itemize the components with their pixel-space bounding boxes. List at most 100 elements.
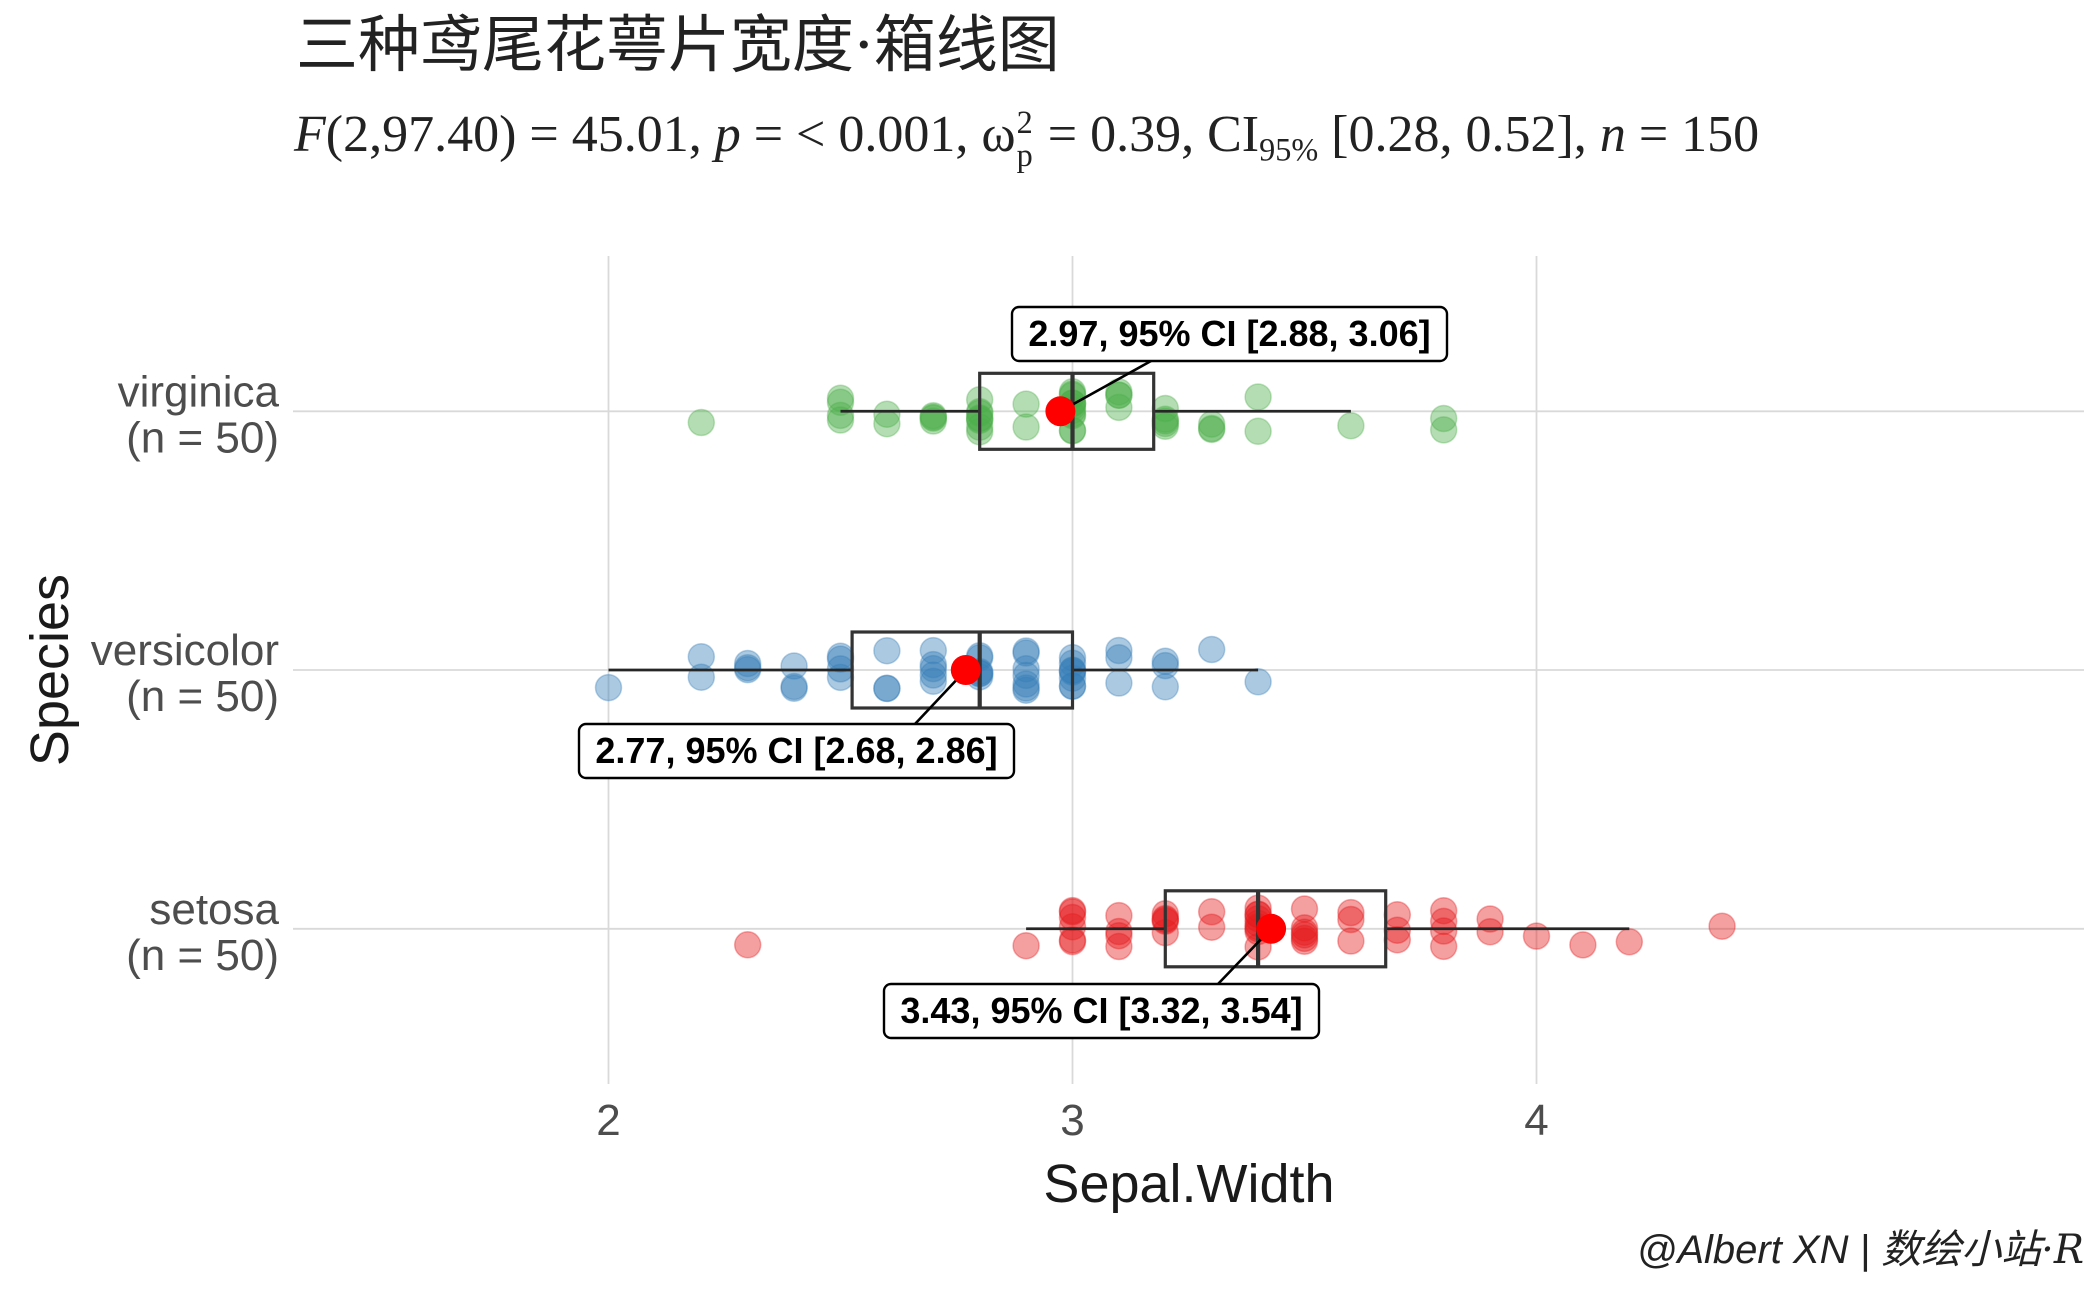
versicolor-point xyxy=(1105,643,1133,672)
setosa-point xyxy=(1569,931,1597,959)
virginica-point xyxy=(1012,390,1040,418)
chart-title: 三种鸢尾花萼片宽度·箱线图 xyxy=(296,8,1060,81)
versicolor-point xyxy=(1151,651,1180,680)
p-symbol: p xyxy=(714,106,741,163)
versicolor-point xyxy=(1012,639,1040,667)
setosa-point xyxy=(1429,917,1458,945)
virginica-point xyxy=(1429,416,1458,444)
setosa-box xyxy=(1163,889,1388,969)
effect-subscript: p xyxy=(1016,136,1033,173)
virginica-point xyxy=(826,388,855,417)
versicolor-point xyxy=(733,653,762,682)
stat-symbol: F xyxy=(294,106,326,163)
setosa-point xyxy=(1522,922,1551,950)
virginica-point xyxy=(873,400,901,428)
setosa-point xyxy=(1197,913,1226,941)
n-symbol: n xyxy=(1599,106,1626,163)
setosa-point xyxy=(1476,905,1504,933)
mean-label-text: 2.97, 95% CI [2.88, 3.06] xyxy=(1028,313,1430,354)
versicolor-point xyxy=(1012,676,1040,704)
virginica-point xyxy=(1244,383,1272,411)
setosa-point xyxy=(1429,932,1458,961)
effect-value: = 0.39, xyxy=(1034,106,1208,163)
setosa-point xyxy=(1383,901,1412,929)
y-category-label: virginica xyxy=(118,367,280,416)
setosa-point xyxy=(1290,914,1319,942)
setosa-point xyxy=(1337,898,1365,927)
versicolor-mean-point xyxy=(950,655,981,685)
mean-label-box xyxy=(1010,305,1449,363)
setosa-point xyxy=(1337,905,1365,934)
setosa-point xyxy=(1429,896,1458,925)
versicolor-point xyxy=(1151,647,1180,676)
virginica-point xyxy=(1244,417,1272,446)
mean-label-box xyxy=(882,982,1321,1040)
virginica-point xyxy=(1105,381,1133,409)
setosa-point xyxy=(1058,896,1087,925)
versicolor-point xyxy=(1012,661,1040,690)
versicolor-point xyxy=(1012,670,1040,698)
virginica-point xyxy=(826,401,855,430)
virginica-mean-label-connector xyxy=(1059,359,1152,413)
setosa-point xyxy=(733,931,762,959)
effect-symbol: ω xyxy=(981,106,1016,163)
versicolor-point xyxy=(919,636,948,665)
mean-label-text: 3.43, 95% CI [3.32, 3.54] xyxy=(900,990,1302,1031)
ci-level: 95% xyxy=(1259,131,1319,168)
mean-label-box xyxy=(577,722,1016,780)
setosa-point xyxy=(1383,926,1412,954)
setosa-point xyxy=(1290,927,1319,956)
mean-labels: 2.97, 95% CI [2.88, 3.06] 2.77, 95% CI [2… xyxy=(577,305,1449,1040)
virginica-mean-label: 2.97, 95% CI [2.88, 3.06] xyxy=(1010,305,1449,363)
setosa-point xyxy=(1058,913,1087,941)
virginica-point xyxy=(1337,411,1365,440)
setosa-point xyxy=(1290,895,1319,923)
x-axis-title: Sepal.Width xyxy=(1043,1154,1334,1214)
versicolor-point xyxy=(1012,654,1040,683)
caption-site: 数绘小站·R xyxy=(1881,1227,2084,1273)
virginica-mean-point xyxy=(1045,396,1076,427)
versicolor-point xyxy=(919,661,948,689)
virginica-point xyxy=(1429,404,1458,433)
versicolor-point xyxy=(873,674,901,703)
y-category-count-label: (n = 50) xyxy=(126,931,279,980)
mean-label-text: 2.77, 95% CI [2.68, 2.86] xyxy=(595,730,997,771)
setosa-point xyxy=(1105,932,1133,961)
versicolor-point xyxy=(1012,637,1040,665)
ci-label: CI xyxy=(1207,106,1260,163)
versicolor-point xyxy=(919,667,948,696)
virginica-point xyxy=(919,407,948,435)
x-tick-label: 3 xyxy=(1060,1096,1084,1145)
virginica-point xyxy=(1197,414,1226,443)
setosa-point xyxy=(1197,898,1226,926)
virginica-point xyxy=(1151,394,1180,423)
virginica-box xyxy=(978,371,1156,451)
setosa-point xyxy=(1708,912,1736,940)
y-axis-title: Species xyxy=(20,574,80,766)
setosa-point xyxy=(1058,927,1087,956)
x-tick-label: 4 xyxy=(1524,1096,1548,1145)
chart-caption: @Albert XN | 数绘小站·R xyxy=(1637,1226,2084,1274)
versicolor-point xyxy=(1244,668,1272,696)
effect-superscript: 2 xyxy=(1016,104,1033,141)
setosa-mean-label: 3.43, 95% CI [3.32, 3.54] xyxy=(882,982,1321,1040)
versicolor-point xyxy=(780,674,808,703)
y-category-label: setosa xyxy=(149,885,279,934)
setosa-point xyxy=(1105,921,1133,950)
caption-handle: @Albert XN | xyxy=(1636,1228,1882,1272)
boxplots xyxy=(608,371,1630,969)
p-value: = < 0.001, xyxy=(740,106,982,163)
setosa-point xyxy=(1105,917,1133,946)
versicolor-box xyxy=(850,630,1075,710)
y-category-count-label: (n = 50) xyxy=(126,413,279,462)
setosa-point xyxy=(1615,928,1644,956)
versicolor-point xyxy=(687,663,716,691)
versicolor-point xyxy=(919,650,948,679)
setosa-point xyxy=(1058,898,1087,926)
versicolor-point xyxy=(1105,669,1133,697)
setosa-point xyxy=(1290,921,1319,949)
